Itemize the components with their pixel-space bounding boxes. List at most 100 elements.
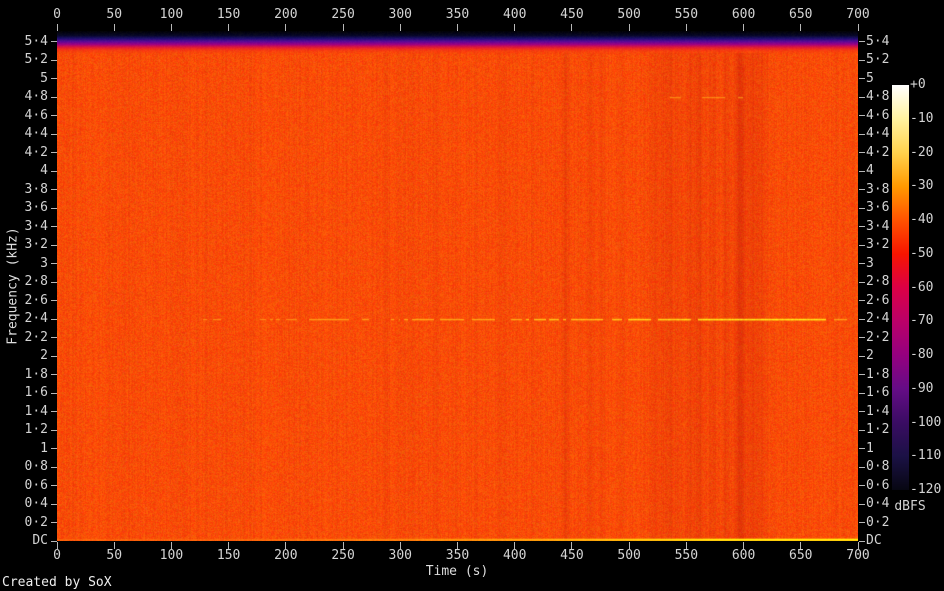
x-tick-label: 200 [256,8,316,22]
y-tick [859,319,865,320]
y-tick-label: 3·2 [0,238,48,252]
y-tick [51,337,57,338]
y-tick-label: DC [0,534,48,548]
y-tick-label: 4·6 [0,109,48,123]
colorbar-tick-label: -20 [910,146,933,160]
y-tick [859,152,865,153]
x-tick [171,24,172,31]
y-tick-label: 0·8 [0,460,48,474]
y-tick-label: 4 [0,164,48,178]
x-tick-label: 150 [199,549,259,563]
x-tick [457,24,458,31]
y-tick-label: 5·4 [0,35,48,49]
y-tick [859,504,865,505]
y-tick-label: 0·4 [866,497,889,511]
y-tick [51,41,57,42]
y-tick [51,60,57,61]
x-tick [343,24,344,31]
x-tick-label: 550 [656,8,716,22]
y-tick-label: 1·8 [866,368,889,382]
y-tick-label: 4·8 [0,90,48,104]
x-tick-label: 100 [141,8,201,22]
x-tick-label: 500 [599,8,659,22]
y-tick-label: 2·2 [0,331,48,345]
y-tick-label: 2 [0,349,48,363]
y-tick-label: 4·4 [866,127,889,141]
y-tick-label: 1·8 [0,368,48,382]
x-tick [514,24,515,31]
x-tick [686,24,687,31]
y-tick-label: 5·2 [0,53,48,67]
x-tick [629,24,630,31]
y-tick [859,356,865,357]
y-tick [51,467,57,468]
y-tick [859,226,865,227]
y-tick [51,504,57,505]
x-tick-label: 650 [771,8,831,22]
y-tick-label: 3 [0,257,48,271]
y-tick [859,189,865,190]
y-tick-label: 1·6 [866,386,889,400]
y-tick [859,263,865,264]
y-tick-label: DC [866,534,882,548]
y-tick [859,411,865,412]
x-tick-label: 300 [370,8,430,22]
colorbar-tick-label: -120 [910,483,941,497]
x-tick-label: 250 [313,549,373,563]
x-tick [800,24,801,31]
y-tick-label: 3·8 [0,183,48,197]
y-tick-label: 4·8 [866,90,889,104]
y-tick [859,171,865,172]
x-tick-label: 250 [313,8,373,22]
y-tick [859,60,865,61]
y-tick-label: 0·6 [0,479,48,493]
y-tick-label: 1·4 [866,405,889,419]
x-tick-label: 400 [485,549,545,563]
y-tick [859,393,865,394]
y-tick-label: 0·6 [866,479,889,493]
y-tick [51,78,57,79]
y-tick-label: 2·4 [866,312,889,326]
y-tick [859,245,865,246]
y-tick [51,448,57,449]
y-tick [51,282,57,283]
colorbar-tick-label: -50 [910,247,933,261]
colorbar-tick-label: -30 [910,179,933,193]
x-tick-label: 550 [656,549,716,563]
y-tick [51,541,57,542]
y-tick-label: 3·6 [0,201,48,215]
y-tick-label: 5·2 [866,53,889,67]
x-tick [114,24,115,31]
y-tick [51,430,57,431]
colorbar-tick-label: -40 [910,213,933,227]
y-tick [859,485,865,486]
x-tick-label: 300 [370,549,430,563]
y-tick-label: 3·6 [866,201,889,215]
colorbar-tick-label: -10 [910,112,933,126]
colorbar-tick-label: -70 [910,314,933,328]
y-tick-label: 2 [866,349,874,363]
y-tick-label: 0·8 [866,460,889,474]
y-tick [51,97,57,98]
y-tick [859,541,865,542]
y-tick-label: 0·2 [866,516,889,530]
y-tick [859,374,865,375]
y-tick [51,411,57,412]
y-tick [51,263,57,264]
y-tick [859,448,865,449]
y-tick-label: 5·4 [866,35,889,49]
y-tick-label: 1·2 [0,423,48,437]
colorbar-tick-label: +0 [910,78,926,92]
y-tick [51,300,57,301]
y-tick-label: 3·8 [866,183,889,197]
x-tick-label: 400 [485,8,545,22]
x-tick [228,24,229,31]
y-tick-label: 4·6 [866,109,889,123]
y-tick [51,171,57,172]
y-tick-label: 0·2 [0,516,48,530]
x-tick [571,24,572,31]
x-tick-label: 200 [256,549,316,563]
y-tick-label: 0·4 [0,497,48,511]
x-tick [858,24,859,31]
spectrogram-canvas [57,31,858,541]
